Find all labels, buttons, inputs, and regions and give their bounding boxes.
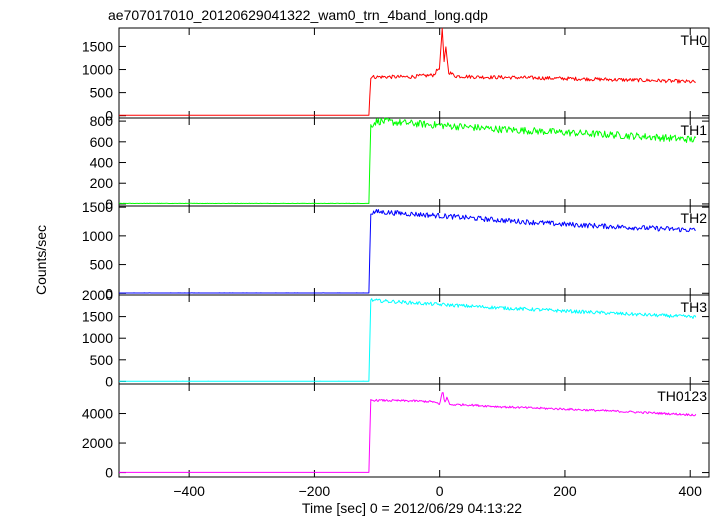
- y-tick-label: 1000: [82, 228, 113, 244]
- panel-th0: 0 500 1000 1500 TH0: [82, 27, 710, 124]
- x-tick-label: 0: [436, 483, 444, 499]
- panel-th0123: 0 2000 4000 TH0123: [82, 383, 710, 481]
- x-tick-label: −200: [299, 483, 331, 499]
- y-tick-label: 500: [90, 352, 114, 368]
- y-tick-label: 500: [90, 85, 114, 101]
- series-line-th2: [119, 209, 696, 294]
- series-label: TH0: [681, 32, 708, 48]
- chart-title: ae707017010_20120629041322_wam0_trn_4ban…: [108, 7, 488, 23]
- y-tick-label: 1500: [82, 199, 113, 215]
- x-tick-label: −400: [173, 483, 205, 499]
- panel-th2: 0 500 1000 1500 TH2: [82, 199, 710, 301]
- y-tick-label: 2000: [82, 287, 113, 303]
- y-axis-label: Counts/sec: [33, 225, 49, 295]
- series-label: TH1: [681, 122, 708, 138]
- series-label: TH2: [681, 210, 708, 226]
- panels: 0 500 1000 1500 TH0 0 200 400 600 800 TH1 0 500 1000 1…: [82, 27, 710, 499]
- series-label: TH3: [681, 299, 708, 315]
- series-line-th0: [119, 27, 696, 116]
- y-tick-label: 0: [105, 373, 113, 389]
- panel-th3: 0 500 1000 1500 2000 TH3: [82, 287, 710, 389]
- y-tick-label: 0: [105, 285, 113, 301]
- y-tick-label: 600: [90, 134, 114, 150]
- series-line-th0123: [119, 392, 697, 473]
- y-tick-label: 1000: [82, 62, 113, 78]
- y-tick-label: 2000: [82, 435, 113, 451]
- y-tick-label: 4000: [82, 406, 113, 422]
- y-tick-label: 1500: [82, 38, 113, 54]
- x-axis-label: Time [sec] 0 = 2012/06/29 04:13:22: [302, 500, 522, 516]
- y-tick-label: 1000: [82, 330, 113, 346]
- series-line-th1: [119, 117, 697, 204]
- y-tick-label: 0: [105, 108, 113, 124]
- x-tick-label: 400: [679, 483, 703, 499]
- panel-frame: [118, 205, 710, 296]
- x-tick-label: 200: [553, 483, 577, 499]
- panel-frame: [118, 294, 710, 385]
- y-tick-label: 800: [90, 113, 114, 129]
- y-tick-label: 0: [105, 196, 113, 212]
- panel-frame: [118, 117, 710, 207]
- y-tick-label: 0: [105, 465, 113, 481]
- y-tick-label: 500: [90, 257, 114, 273]
- panel-frame: [118, 383, 710, 478]
- series-line-th3: [119, 298, 697, 382]
- panel-th1: 0 200 400 600 800 TH1: [90, 113, 710, 212]
- y-tick-label: 400: [90, 155, 114, 171]
- y-tick-label: 200: [90, 175, 114, 191]
- y-tick-label: 1500: [82, 309, 113, 325]
- panel-frame: [118, 27, 710, 119]
- series-label: TH0123: [657, 388, 707, 404]
